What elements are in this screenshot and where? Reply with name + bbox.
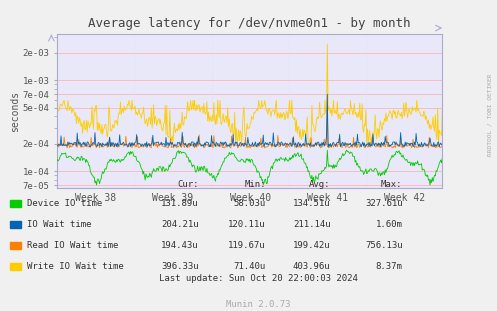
Title: Average latency for /dev/nvme0n1 - by month: Average latency for /dev/nvme0n1 - by mo…	[88, 17, 411, 30]
Text: 134.51u: 134.51u	[293, 199, 331, 208]
Text: Last update: Sun Oct 20 22:00:03 2024: Last update: Sun Oct 20 22:00:03 2024	[159, 274, 358, 283]
Text: Cur:: Cur:	[177, 179, 199, 188]
Text: 58.03u: 58.03u	[234, 199, 266, 208]
Text: Device IO time: Device IO time	[27, 199, 102, 208]
Text: 120.11u: 120.11u	[228, 220, 266, 229]
Text: Max:: Max:	[381, 179, 403, 188]
Text: 211.14u: 211.14u	[293, 220, 331, 229]
Text: 199.42u: 199.42u	[293, 241, 331, 250]
Text: 119.67u: 119.67u	[228, 241, 266, 250]
Text: 8.37m: 8.37m	[376, 262, 403, 271]
Text: 204.21u: 204.21u	[161, 220, 199, 229]
Text: 403.96u: 403.96u	[293, 262, 331, 271]
Text: 756.13u: 756.13u	[365, 241, 403, 250]
Text: RRDTOOL / TOBI OETIKER: RRDTOOL / TOBI OETIKER	[487, 74, 492, 156]
Text: Read IO Wait time: Read IO Wait time	[27, 241, 118, 250]
Text: 131.89u: 131.89u	[161, 199, 199, 208]
Y-axis label: seconds: seconds	[10, 91, 20, 132]
Text: Avg:: Avg:	[309, 179, 331, 188]
Text: 1.60m: 1.60m	[376, 220, 403, 229]
Text: Munin 2.0.73: Munin 2.0.73	[226, 300, 291, 309]
Text: 194.43u: 194.43u	[161, 241, 199, 250]
Text: 327.61u: 327.61u	[365, 199, 403, 208]
Text: 71.40u: 71.40u	[234, 262, 266, 271]
Text: Min:: Min:	[245, 179, 266, 188]
Text: Write IO Wait time: Write IO Wait time	[27, 262, 124, 271]
Text: IO Wait time: IO Wait time	[27, 220, 91, 229]
Text: 396.33u: 396.33u	[161, 262, 199, 271]
